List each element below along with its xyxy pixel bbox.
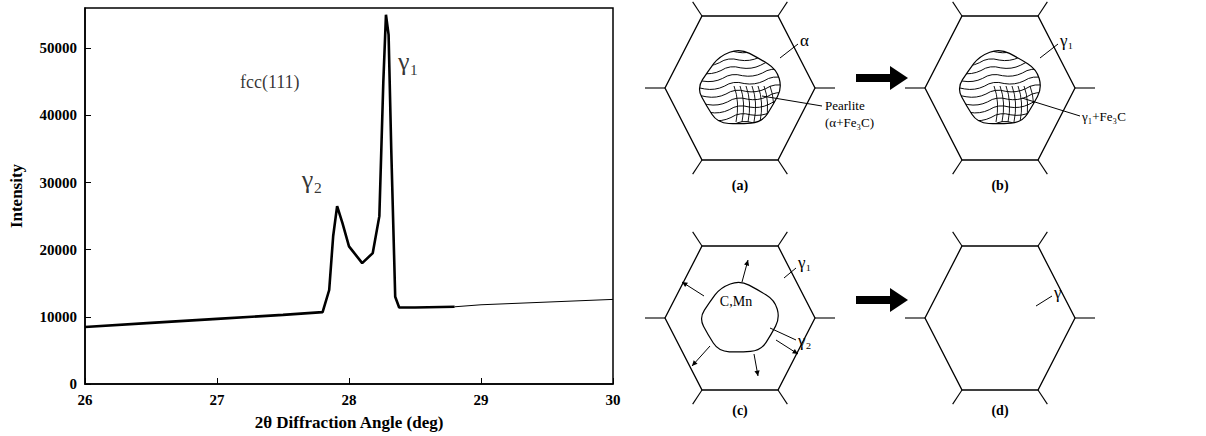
svg-text:30: 30	[606, 392, 621, 408]
svg-text:C,Mn: C,Mn	[720, 294, 752, 309]
svg-text:Intensity: Intensity	[7, 163, 26, 228]
svg-text:26: 26	[78, 392, 94, 408]
svg-text:20000: 20000	[40, 242, 78, 258]
svg-text:50000: 50000	[40, 40, 78, 56]
svg-text:γ₁: γ₁	[1059, 31, 1073, 50]
svg-text:10000: 10000	[40, 309, 78, 325]
svg-text:30000: 30000	[40, 175, 78, 191]
svg-text:0: 0	[70, 376, 78, 392]
svg-text:2θ Diffraction Angle (deg): 2θ Diffraction Angle (deg)	[255, 413, 444, 432]
svg-text:27: 27	[210, 392, 226, 408]
svg-text:29: 29	[474, 392, 489, 408]
svg-text:(b): (b)	[991, 178, 1008, 194]
svg-text:Pearlite: Pearlite	[825, 98, 865, 113]
svg-text:fcc(111): fcc(111)	[240, 72, 300, 93]
svg-text:40000: 40000	[40, 107, 78, 123]
svg-text:γ₁: γ₁	[397, 47, 419, 76]
svg-text:γ: γ	[1053, 283, 1062, 302]
svg-text:γ₂: γ₂	[797, 331, 811, 350]
svg-text:γ₁+Fe₃C: γ₁+Fe₃C	[1081, 109, 1126, 124]
svg-text:(a): (a)	[732, 178, 749, 194]
svg-text:(d): (d)	[991, 403, 1008, 419]
svg-text:(α+Fe₃C): (α+Fe₃C)	[825, 115, 874, 130]
svg-text:α: α	[800, 31, 809, 50]
svg-text:(c): (c)	[732, 403, 748, 419]
svg-text:γ₁: γ₁	[797, 253, 811, 272]
svg-text:28: 28	[342, 392, 357, 408]
svg-text:γ₂: γ₂	[301, 165, 323, 194]
